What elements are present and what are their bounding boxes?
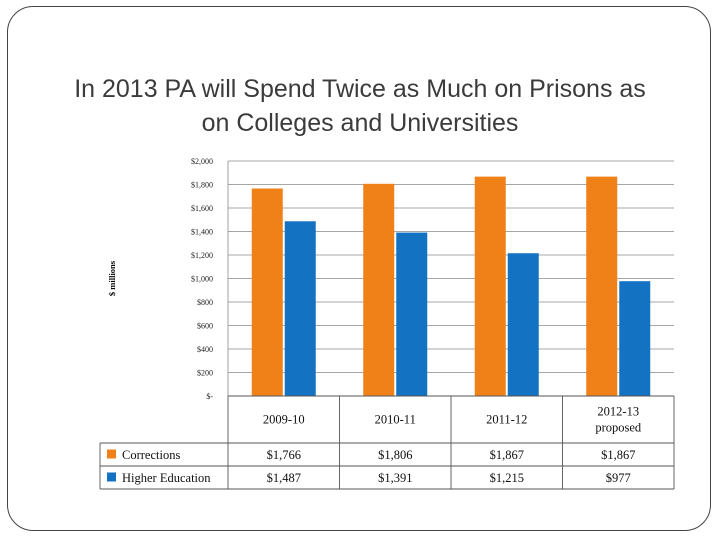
y-tick-label: $200	[197, 369, 213, 378]
category-label: proposed	[595, 421, 642, 435]
data-value: $977	[606, 471, 631, 485]
y-tick-label: $800	[197, 298, 213, 307]
bar-corrections	[251, 188, 283, 396]
y-tick-label: $1,600	[191, 204, 213, 213]
data-value: $1,867	[601, 448, 635, 462]
legend-label: Higher Education	[122, 471, 211, 485]
category-label: 2011-12	[486, 413, 527, 427]
category-label: 2012-13	[597, 405, 639, 419]
data-value: $1,766	[267, 448, 301, 462]
y-axis-title: $ millions	[107, 260, 117, 296]
y-tick-label: $600	[197, 322, 213, 331]
y-tick-label: $400	[197, 345, 213, 354]
bar-higher-education	[619, 281, 651, 396]
slide-title-line-2: on Colleges and Universities	[201, 109, 519, 137]
data-value: $1,867	[490, 448, 524, 462]
legend-label: Corrections	[122, 448, 180, 462]
bar-corrections	[363, 183, 395, 396]
legend-swatch	[107, 449, 116, 459]
bar-corrections	[586, 176, 618, 396]
bar-higher-education	[507, 253, 539, 396]
y-tick-label: $1,400	[191, 228, 213, 237]
slide-title-line-1: In 2013 PA will Spend Twice as Much on P…	[74, 75, 646, 103]
data-value: $1,215	[490, 471, 524, 485]
y-tick-label: $1,800	[191, 181, 213, 190]
bar-corrections	[474, 176, 506, 396]
legend-swatch	[107, 472, 116, 482]
bar-higher-education	[284, 221, 316, 396]
data-table: 2009-10 2010-11 2011-12 2012-13 proposed Corr…	[99, 395, 675, 490]
category-label: 2010-11	[375, 413, 416, 427]
slide-title: In 2013 PA will Spend Twice as Much on P…	[40, 72, 680, 140]
y-axis: $- $200 $400 $600 $800 $1,000 $1,200 $1,400 $1,6…	[107, 157, 229, 401]
bars	[251, 176, 651, 396]
y-tick-label: $-	[206, 392, 213, 401]
data-value: $1,391	[378, 471, 412, 485]
y-tick-label: $1,000	[191, 275, 213, 284]
y-tick-label: $2,000	[191, 157, 213, 166]
category-label: 2009-10	[263, 413, 305, 427]
data-value: $1,806	[378, 448, 412, 462]
bar-higher-education	[396, 232, 428, 396]
y-tick-label: $1,200	[191, 251, 213, 260]
data-value: $1,487	[267, 471, 301, 485]
